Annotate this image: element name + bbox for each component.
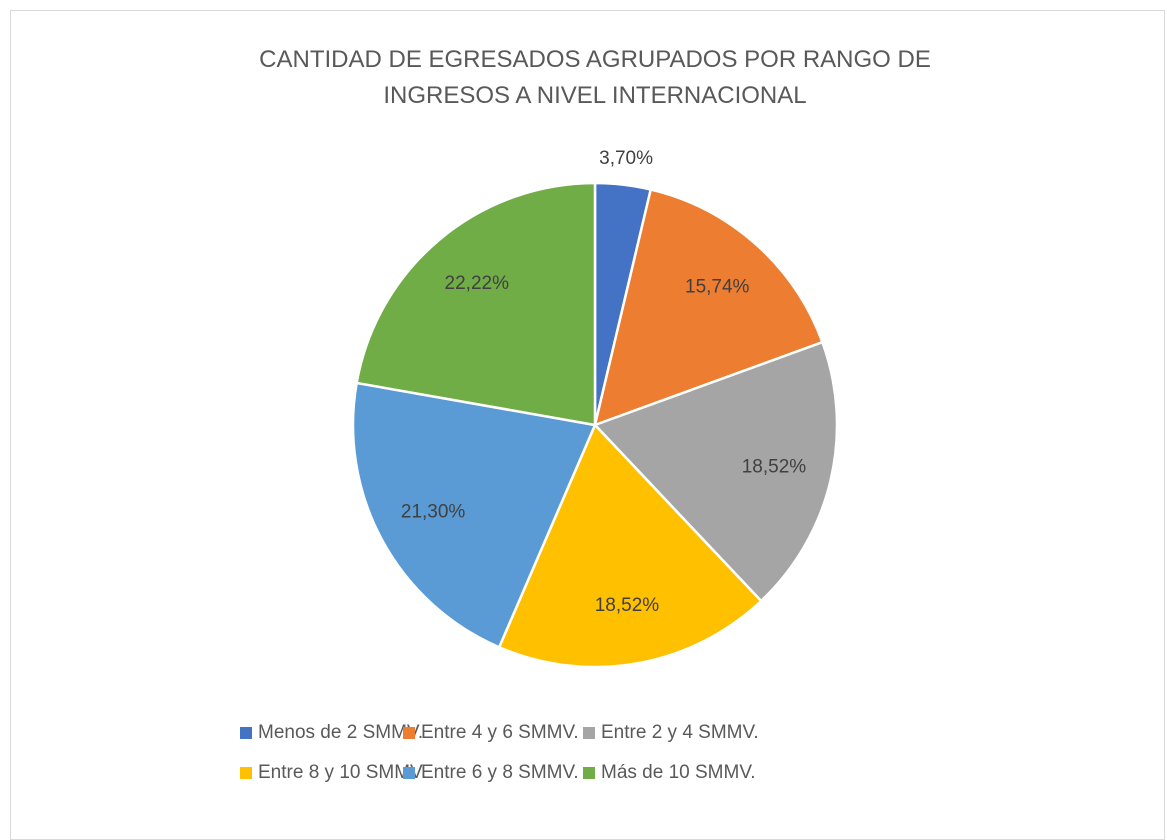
data-label: 21,30% [401,501,466,522]
data-label: 18,52% [595,595,660,616]
legend-label: Entre 4 y 6 SMMV. [421,722,579,743]
legend-swatch [403,727,415,739]
legend-label: Entre 2 y 4 SMMV. [601,722,759,743]
legend-swatch [583,767,595,779]
pie-slice [592,340,839,603]
chart-title: CANTIDAD DE EGRESADOS AGRUPADOS POR RANG… [259,46,931,109]
legend-swatch [583,727,595,739]
pie-slice [497,422,763,669]
data-label: 22,22% [445,273,510,294]
pie-slice [593,188,824,427]
legend-label: Entre 6 y 8 SMMV. [421,762,579,783]
data-label: 18,52% [742,456,807,477]
legend-label: Más de 10 SMMV. [601,762,756,783]
legend-label: Menos de 2 SMMV. [258,722,423,743]
legend-swatch [240,727,252,739]
legend-swatch [403,767,415,779]
legend-label: Entre 8 y 10 SMMV. [258,762,426,783]
data-label: 3,70% [599,148,653,169]
pie-slice [355,181,597,427]
data-label: 15,74% [685,277,750,298]
pie-slice [351,381,597,649]
legend-swatch [240,767,252,779]
